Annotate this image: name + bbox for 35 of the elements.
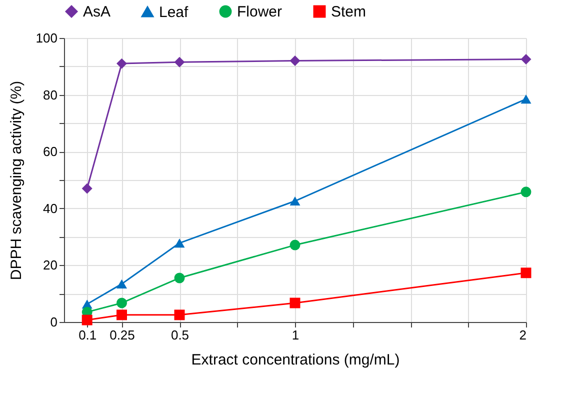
point: [290, 240, 300, 250]
legend-label: Leaf: [159, 4, 190, 21]
point: [520, 268, 532, 278]
x-tick-label: 0.25: [110, 328, 135, 342]
point: [116, 58, 127, 69]
y-tick-label: 0: [50, 314, 58, 330]
y-tick-label: 80: [43, 87, 58, 102]
y-tick-label: 20: [43, 258, 58, 273]
point: [116, 298, 127, 308]
point: [174, 272, 185, 284]
y-tick-label: 40: [43, 200, 58, 216]
point: [82, 183, 92, 194]
point: [290, 298, 300, 308]
x-tick-label: 1: [292, 328, 300, 342]
y-tick-label: 100: [36, 30, 58, 46]
point: [116, 310, 127, 320]
legend-label: Flower: [237, 4, 282, 21]
x-axis-title: Extract concentrations (mg/mL): [191, 352, 400, 368]
point: [520, 54, 532, 65]
x-tick-label: 0.5: [170, 328, 190, 342]
y-axis-title: DPPH scavenging activity (%): [8, 80, 25, 280]
point: [174, 56, 185, 68]
point: [174, 238, 185, 248]
x-tick-label: 0.1: [78, 328, 97, 342]
point: [520, 94, 532, 104]
x-tick-label: 2: [519, 328, 526, 342]
point: [290, 196, 300, 206]
y-tick-label: 60: [43, 144, 58, 160]
legend-label: AsA: [83, 4, 111, 21]
point: [520, 186, 532, 198]
point: [290, 55, 300, 66]
point: [174, 310, 185, 320]
point: [82, 314, 92, 326]
legend-label: Stem: [331, 4, 366, 21]
point: [116, 279, 127, 288]
